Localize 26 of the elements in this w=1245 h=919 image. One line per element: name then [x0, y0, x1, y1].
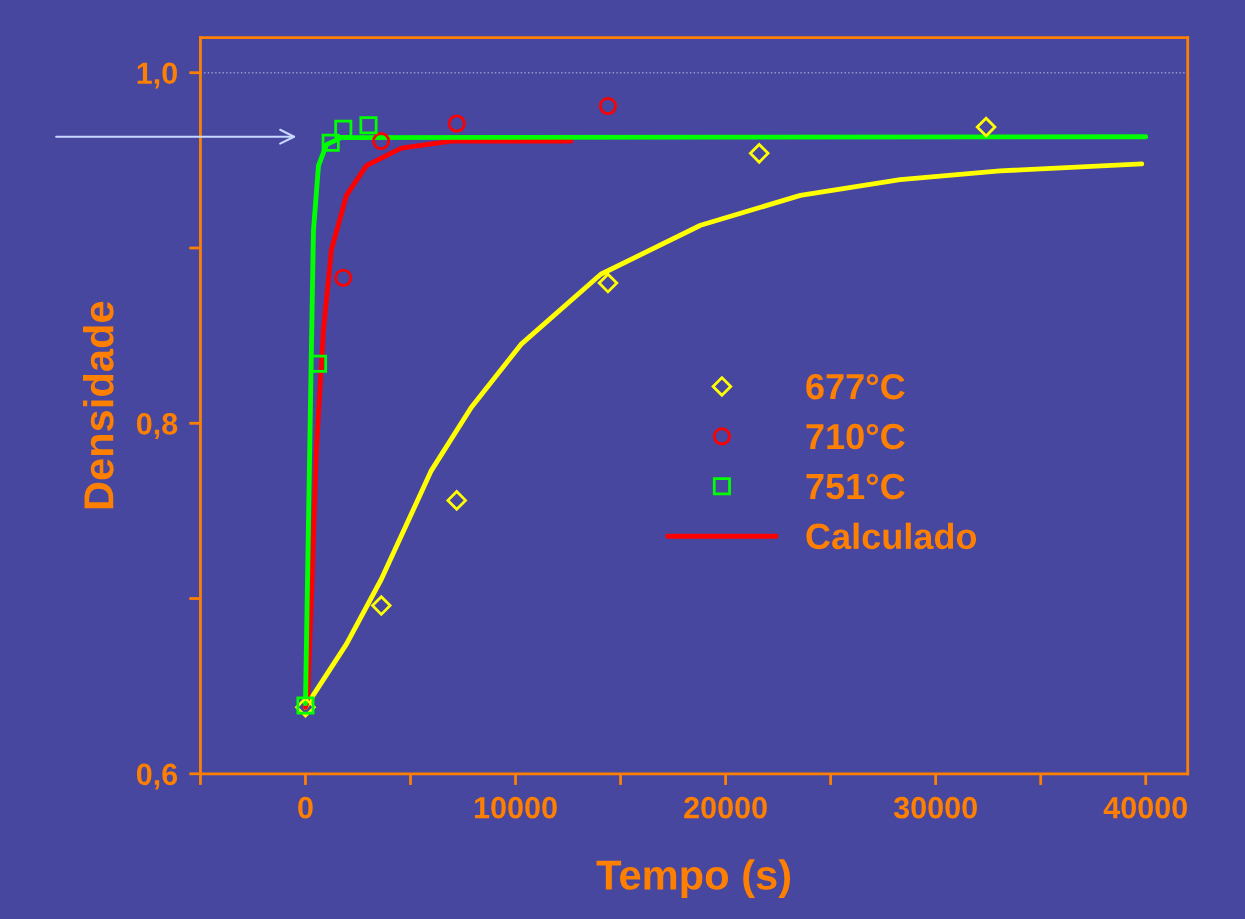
point — [321, 133, 340, 152]
point — [447, 114, 466, 133]
point — [597, 272, 619, 294]
y-tick-label: 0,6 — [136, 763, 178, 790]
point — [748, 143, 770, 164]
legend-label: 751°C — [806, 473, 905, 500]
x-axis-title: Tempo (s) — [596, 859, 791, 899]
point — [334, 119, 353, 138]
x-tick-label: 20000 — [684, 796, 767, 819]
legend-label: 710°C — [806, 423, 905, 450]
x-tick-label: 10000 — [474, 796, 557, 819]
point — [975, 116, 997, 138]
point — [334, 268, 353, 287]
y-tick-label: 0,8 — [136, 413, 178, 440]
x-tick-label: 40000 — [1103, 796, 1187, 819]
y-axis-title: Densidade — [83, 301, 114, 509]
legend-label: 677°C — [806, 373, 905, 400]
point — [371, 595, 392, 616]
point — [372, 132, 391, 151]
x-tick-label: 30000 — [893, 796, 977, 819]
point — [446, 490, 467, 511]
x-tick-label: 0 — [298, 796, 313, 819]
legend-label: Calculado — [806, 522, 977, 550]
y-tick-label: 1,0 — [137, 62, 177, 89]
point — [359, 116, 378, 135]
point — [598, 97, 617, 116]
